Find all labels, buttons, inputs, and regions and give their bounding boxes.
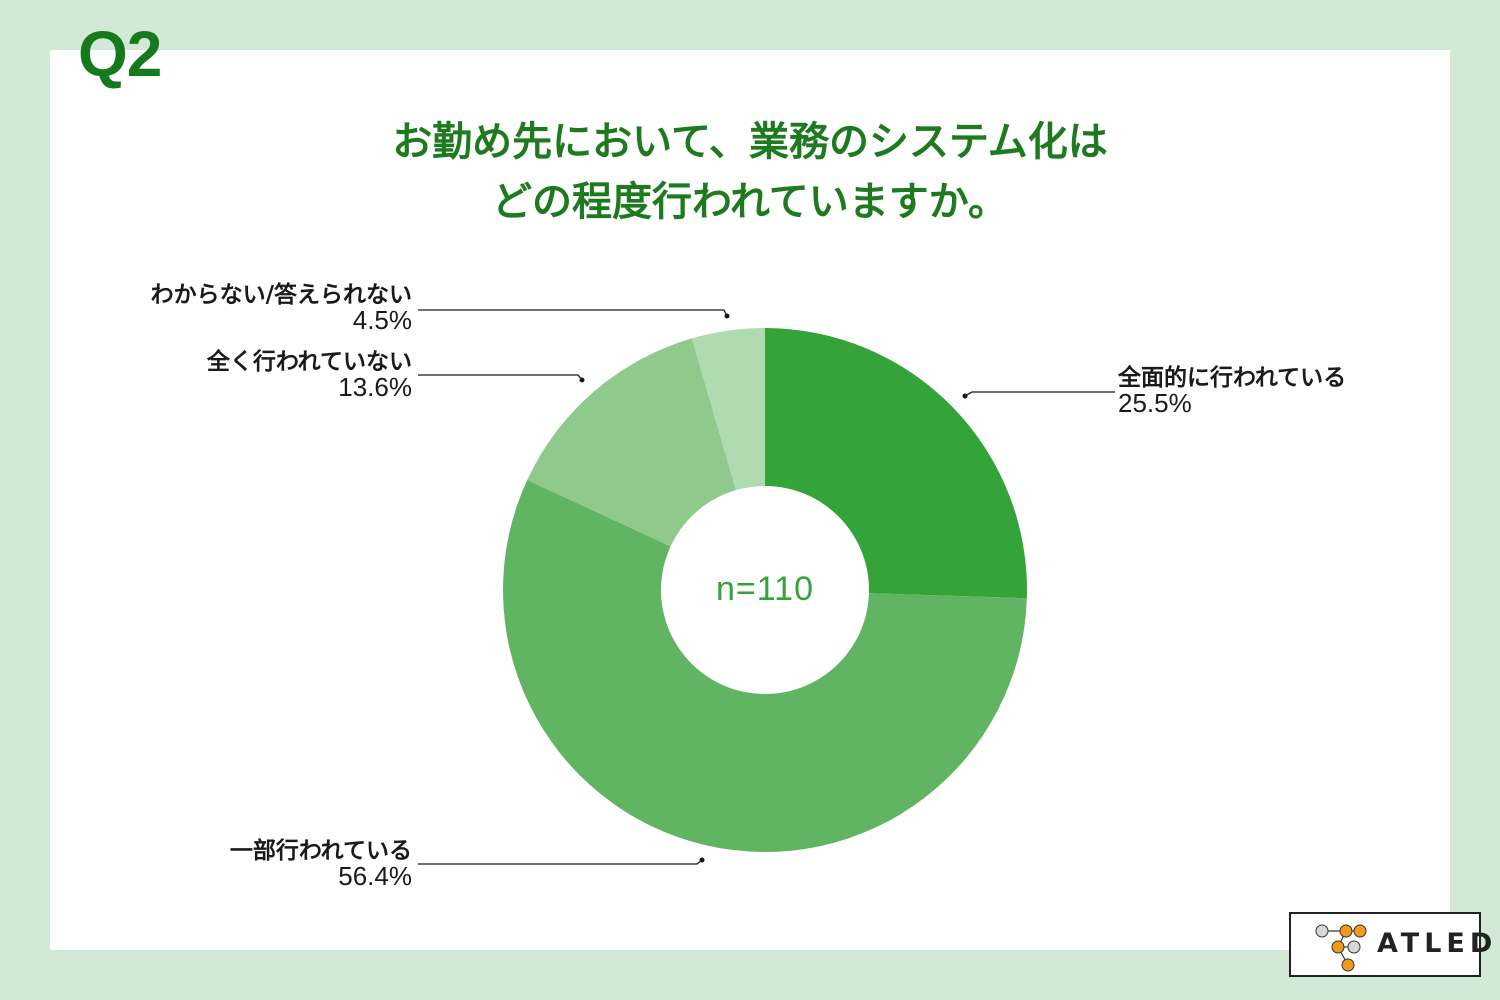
chart-title: お勤め先において、業務のシステム化は どの程度行われていますか。	[0, 112, 1500, 232]
label-none-name: 全く行われていない	[206, 349, 412, 375]
label-full: 全面的に行われている 25.5%	[1118, 365, 1347, 418]
label-none: 全く行われていない 13.6%	[206, 349, 412, 402]
label-none-value: 13.6%	[338, 372, 412, 402]
sample-size: n=110	[716, 570, 814, 608]
leader-dot	[579, 377, 585, 383]
leader-dot	[699, 857, 705, 863]
leader-dot	[962, 393, 968, 399]
question-number: Q2	[78, 18, 162, 90]
label-partial: 一部行われている 56.4%	[229, 838, 412, 891]
label-full-name: 全面的に行われている	[1118, 365, 1347, 391]
label-unknown-name: わからない/答えられない	[150, 282, 412, 308]
label-full-value: 25.5%	[1118, 388, 1192, 418]
logo-text: ATLED	[1377, 928, 1498, 959]
label-unknown-value: 4.5%	[352, 305, 412, 335]
logo-mark-icon	[1315, 924, 1367, 972]
donut-hole	[661, 486, 869, 694]
leader-dot	[724, 313, 730, 319]
atled-logo: ATLED	[1289, 912, 1492, 977]
title-line-1: お勤め先において、業務のシステム化は	[392, 119, 1108, 165]
title-line-2: どの程度行われていますか。	[492, 179, 1008, 225]
label-partial-value: 56.4%	[338, 861, 412, 891]
label-unknown: わからない/答えられない 4.5%	[150, 282, 412, 335]
label-partial-name: 一部行われている	[229, 838, 412, 864]
